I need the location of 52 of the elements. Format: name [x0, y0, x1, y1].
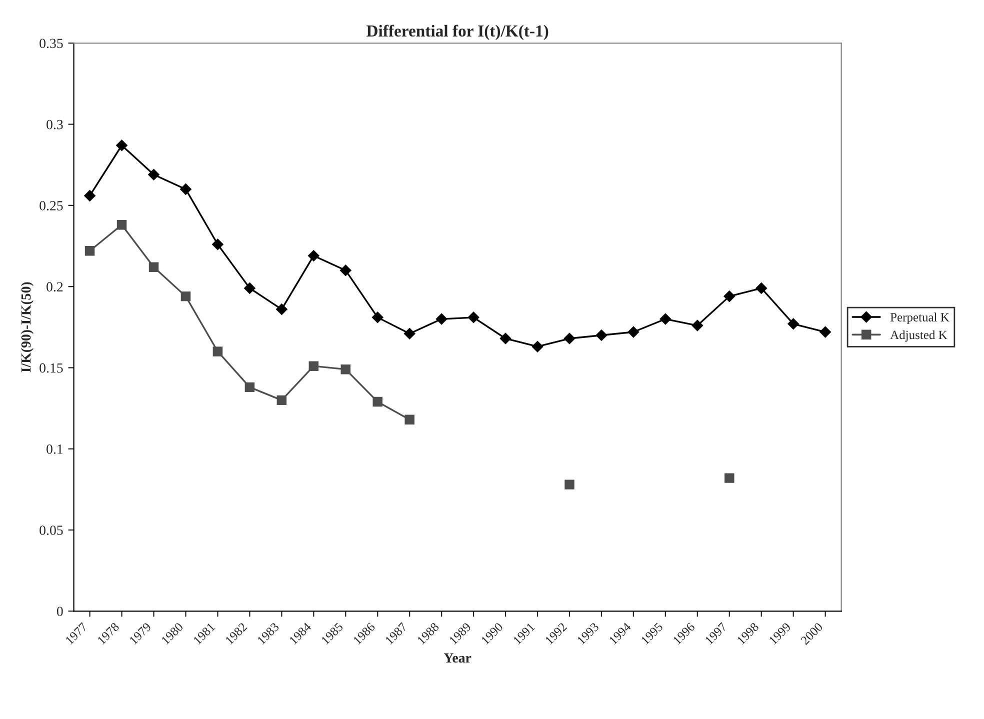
- x-tick-label: 1981: [193, 622, 216, 645]
- point: [820, 326, 831, 338]
- point: [404, 414, 414, 425]
- point: [564, 480, 574, 490]
- x-tick-label: 1991: [512, 622, 536, 645]
- point: [692, 320, 704, 332]
- y-axis-title: I/K(90)-I/K(50): [20, 282, 34, 372]
- point: [660, 313, 672, 325]
- point: [372, 312, 384, 324]
- point: [180, 184, 192, 195]
- point: [308, 250, 320, 262]
- point: [404, 328, 416, 340]
- point: [500, 332, 512, 344]
- y-tick-label: 0.25: [40, 201, 63, 210]
- point: [340, 364, 350, 374]
- point: [212, 238, 224, 250]
- point: [308, 361, 319, 371]
- point: [84, 246, 95, 256]
- point: [724, 290, 735, 302]
- point: [788, 318, 799, 330]
- y-tick-label: 0.1: [46, 444, 63, 454]
- point: [596, 330, 608, 341]
- point: [532, 341, 544, 352]
- y-tick-label: 0.05: [40, 526, 63, 536]
- point: [84, 190, 96, 202]
- point: [468, 312, 480, 324]
- y-tick-label: 0.15: [40, 363, 63, 373]
- point: [564, 332, 576, 344]
- y-tick-label: 0.2: [46, 282, 63, 292]
- chart-title: Differential for I(t)/K(t-1): [366, 24, 548, 40]
- point: [116, 220, 127, 230]
- point: [212, 346, 223, 356]
- legend-label: Perpetual K: [890, 312, 950, 324]
- y-tick-label: 0.35: [40, 38, 63, 48]
- y-tick-label: 0: [56, 606, 63, 616]
- point: [724, 473, 734, 483]
- point: [148, 262, 159, 272]
- point: [276, 304, 288, 315]
- x-axis-title: Year: [444, 653, 472, 663]
- point: [372, 396, 382, 407]
- point: [244, 282, 256, 294]
- legend-label: Adjusted K: [890, 330, 948, 342]
- point: [628, 326, 640, 338]
- point: [436, 313, 448, 325]
- point: [340, 264, 352, 276]
- point: [180, 291, 191, 302]
- point: [116, 140, 128, 151]
- y-tick-label: 0.3: [46, 120, 63, 130]
- point: [244, 382, 255, 392]
- point: [276, 395, 287, 406]
- point: [756, 282, 767, 294]
- point: [148, 168, 160, 180]
